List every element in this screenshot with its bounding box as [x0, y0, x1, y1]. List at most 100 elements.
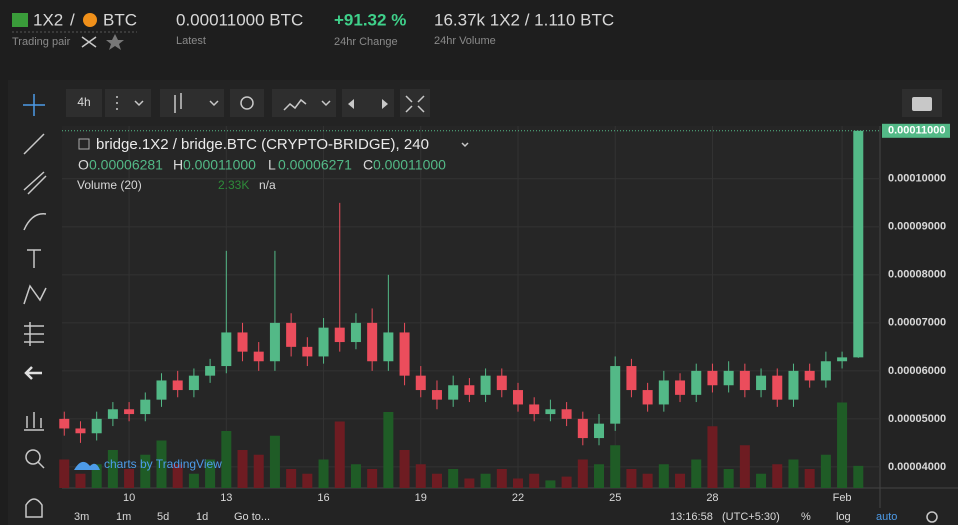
collapse-toggle[interactable]	[78, 138, 90, 150]
header	[0, 0, 958, 70]
hide-tools[interactable]	[24, 366, 42, 380]
volume-bar	[610, 445, 621, 488]
menu-icon	[116, 96, 144, 110]
prediction-tool[interactable]	[24, 322, 44, 346]
swap-icon[interactable]	[81, 36, 97, 48]
volume-bar	[59, 459, 70, 488]
h-label: H	[173, 157, 183, 173]
volume-title: Volume (20)	[77, 178, 142, 192]
change-caption: 24hr Change	[334, 36, 398, 48]
volume-bar	[739, 445, 750, 488]
o-value: 0.00006281	[89, 157, 163, 173]
latest-caption: Latest	[176, 35, 206, 47]
candle-body	[658, 380, 669, 405]
volume-bar	[286, 469, 297, 488]
magnet-tool[interactable]	[25, 498, 43, 518]
log-toggle[interactable]: log	[836, 511, 851, 523]
candle-body	[188, 375, 199, 391]
volume-bar	[496, 469, 507, 488]
favorite-star[interactable]	[106, 34, 124, 50]
watermark[interactable]: charts by TradingView	[104, 457, 222, 471]
volume-bar	[383, 412, 394, 488]
candle-body	[804, 370, 815, 381]
x-tick-label: 19	[415, 492, 427, 504]
candle-body	[756, 375, 767, 391]
settings-icon[interactable]	[926, 511, 938, 523]
coin-icon	[12, 13, 28, 27]
y-tick-label: 0.00005000	[888, 413, 946, 425]
volume-bar	[75, 473, 86, 488]
x-tick-label: 22	[512, 492, 524, 504]
candle-body	[545, 409, 556, 415]
measure-tool[interactable]	[24, 412, 44, 431]
volume-bar	[756, 473, 767, 488]
y-tick-label: 0.00007000	[888, 317, 946, 329]
auto-toggle[interactable]: auto	[876, 511, 897, 523]
gear-icon	[240, 96, 254, 110]
zoom-tool[interactable]	[25, 449, 41, 465]
candle-icon	[174, 93, 219, 113]
zoom-handle	[37, 461, 45, 469]
fullscreen-button[interactable]	[400, 89, 430, 117]
interval-button[interactable]	[66, 89, 102, 117]
x-tick-label: 16	[317, 492, 329, 504]
candle-body	[75, 428, 86, 434]
y-tick-label: 0.00010000	[888, 173, 946, 185]
volume-bar	[723, 469, 734, 488]
settings-button[interactable]	[230, 89, 264, 117]
candle-body	[253, 351, 264, 362]
range-button[interactable]: 1d	[196, 511, 208, 523]
candle-body	[675, 380, 686, 395]
goto-button[interactable]: Go to...	[234, 511, 270, 523]
volume-bar	[399, 450, 410, 488]
volume-bar	[269, 435, 280, 488]
volume-bar	[788, 459, 799, 488]
volume-bar	[707, 426, 718, 488]
text-tool[interactable]	[27, 249, 41, 268]
candle-body	[91, 418, 102, 434]
volume-bar	[529, 473, 540, 488]
volume-bar	[658, 464, 669, 488]
volume-bar	[124, 469, 135, 488]
range-button[interactable]: 1m	[116, 511, 131, 523]
tv-logo	[74, 461, 100, 470]
x-tick-label: Feb	[833, 492, 852, 504]
candle-body	[269, 322, 280, 362]
volume-bar	[804, 469, 815, 488]
percent-toggle[interactable]: %	[801, 511, 811, 523]
volume-value: 2.33K	[218, 178, 249, 192]
volume-ma: n/a	[259, 178, 276, 192]
line-tool[interactable]	[23, 133, 45, 155]
timezone[interactable]: (UTC+5:30)	[722, 511, 780, 523]
volume-bar	[512, 478, 523, 488]
h-value: 0.00011000	[183, 157, 256, 173]
candle-body	[350, 322, 361, 343]
candle-body	[221, 332, 232, 367]
volume-bar	[837, 402, 848, 488]
quote-symbol: BTC	[103, 10, 137, 29]
range-button[interactable]: 3m	[74, 511, 89, 523]
volume-bar	[431, 473, 442, 488]
volume-bar	[237, 450, 248, 488]
candle-body	[415, 375, 426, 391]
candle-body	[594, 423, 605, 439]
pattern-tool[interactable]	[23, 284, 47, 305]
range-button[interactable]: 5d	[157, 511, 169, 523]
candle-body	[691, 370, 702, 395]
volume-bar	[221, 431, 232, 488]
y-tick-label: 0.00004000	[888, 461, 946, 473]
chart-style-button[interactable]	[160, 89, 224, 117]
candle-body	[610, 366, 621, 424]
brush-tool[interactable]	[23, 213, 47, 231]
volume-bar	[642, 473, 653, 488]
fib-tool[interactable]	[23, 171, 47, 195]
interval-label: 4h	[77, 95, 90, 109]
interval-menu[interactable]	[105, 89, 151, 117]
candle-body	[626, 366, 637, 391]
btc-icon	[83, 13, 97, 27]
candle-body	[59, 418, 70, 429]
candle-body	[529, 404, 540, 415]
title-menu[interactable]	[461, 142, 469, 148]
crosshair-tool[interactable]	[23, 94, 45, 116]
